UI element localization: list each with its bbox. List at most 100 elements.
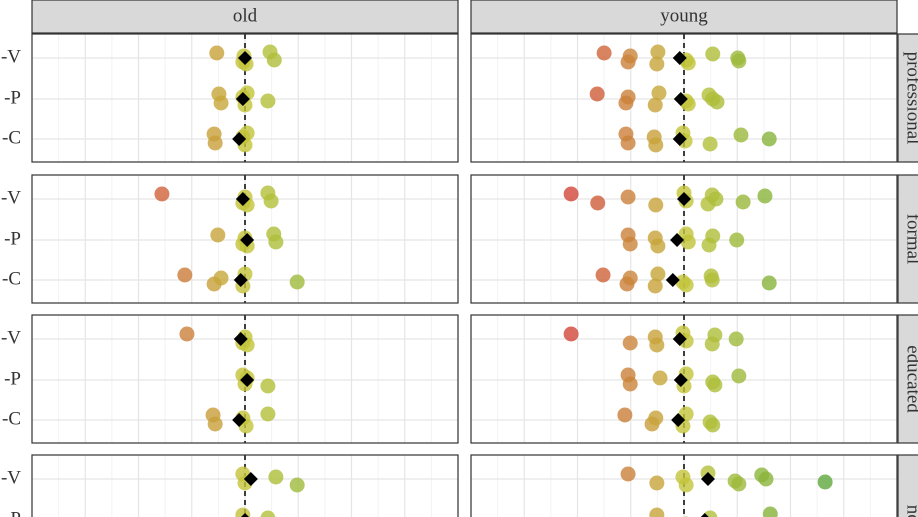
y-tick-label: -V bbox=[1, 46, 21, 67]
point bbox=[648, 410, 664, 426]
point bbox=[817, 474, 833, 490]
mean-marker bbox=[243, 472, 258, 486]
mean-marker bbox=[241, 513, 249, 517]
point bbox=[649, 475, 665, 491]
y-tick-label: -P bbox=[4, 508, 21, 517]
panel-border bbox=[31, 33, 459, 163]
mean-marker bbox=[665, 273, 680, 287]
point bbox=[620, 189, 636, 205]
point bbox=[678, 477, 694, 493]
point bbox=[733, 127, 749, 143]
y-tick-label: -C bbox=[2, 268, 21, 289]
point bbox=[678, 277, 694, 293]
point bbox=[705, 228, 721, 244]
point bbox=[647, 97, 663, 113]
point bbox=[210, 227, 226, 243]
point bbox=[650, 238, 666, 254]
point bbox=[702, 136, 718, 152]
point bbox=[708, 191, 724, 207]
y-tick-label: -V bbox=[1, 467, 21, 488]
point bbox=[622, 236, 638, 252]
mean-marker bbox=[672, 132, 687, 146]
point bbox=[177, 267, 193, 283]
y-tick-label: -P bbox=[4, 368, 21, 389]
point bbox=[622, 48, 638, 64]
point bbox=[260, 406, 276, 422]
mean-marker bbox=[673, 92, 688, 106]
point bbox=[596, 45, 612, 61]
point bbox=[762, 506, 778, 517]
point bbox=[260, 510, 276, 517]
mean-marker bbox=[232, 413, 247, 427]
point bbox=[731, 53, 747, 69]
point bbox=[590, 195, 606, 211]
point bbox=[729, 232, 745, 248]
point bbox=[705, 417, 721, 433]
column-strip bbox=[470, 0, 898, 34]
mean-marker bbox=[670, 233, 685, 247]
mean-marker bbox=[700, 472, 715, 486]
point bbox=[647, 278, 663, 294]
panel-border bbox=[470, 454, 898, 517]
row-label: formal bbox=[903, 214, 918, 265]
panel-border bbox=[470, 314, 898, 444]
point bbox=[758, 471, 774, 487]
point bbox=[620, 466, 636, 482]
point bbox=[268, 469, 284, 485]
point bbox=[289, 477, 305, 493]
point bbox=[622, 270, 638, 286]
point bbox=[620, 89, 636, 105]
point bbox=[680, 234, 696, 250]
point bbox=[266, 52, 282, 68]
panel-border bbox=[31, 314, 459, 444]
mean-marker bbox=[240, 373, 255, 387]
point bbox=[154, 186, 170, 202]
row-strip bbox=[897, 174, 918, 304]
row-strip bbox=[897, 454, 918, 517]
point bbox=[179, 326, 195, 342]
point bbox=[213, 270, 229, 286]
mean-marker bbox=[233, 273, 248, 287]
y-tick-label: -P bbox=[4, 87, 21, 108]
y-tick-label: -C bbox=[2, 127, 21, 148]
mean-marker bbox=[235, 192, 250, 206]
row-strip bbox=[897, 33, 918, 163]
column-strip bbox=[31, 0, 459, 34]
y-tick-label: -V bbox=[1, 327, 21, 348]
column-label: young bbox=[660, 5, 708, 26]
point bbox=[652, 370, 668, 386]
mean-marker bbox=[233, 332, 248, 346]
mean-marker bbox=[232, 132, 247, 146]
point bbox=[622, 335, 638, 351]
row-label: professional bbox=[903, 52, 918, 145]
point bbox=[620, 135, 636, 151]
y-tick-label: -V bbox=[1, 187, 21, 208]
point bbox=[263, 193, 279, 209]
y-tick-label: -P bbox=[4, 228, 21, 249]
point bbox=[563, 326, 579, 342]
panel-border bbox=[31, 174, 459, 304]
mean-marker bbox=[673, 373, 688, 387]
mean-marker bbox=[240, 233, 255, 247]
mean-marker bbox=[700, 513, 709, 517]
mean-marker bbox=[235, 92, 250, 106]
mean-marker bbox=[677, 192, 691, 206]
point bbox=[617, 407, 633, 423]
point bbox=[705, 46, 721, 62]
y-tick-label: -C bbox=[2, 408, 21, 429]
point bbox=[649, 56, 665, 72]
point bbox=[707, 327, 723, 343]
panel-border bbox=[470, 174, 898, 304]
point bbox=[709, 94, 725, 110]
point bbox=[704, 272, 720, 288]
panel-border bbox=[470, 33, 898, 163]
point bbox=[735, 194, 751, 210]
point bbox=[260, 93, 276, 109]
point bbox=[213, 95, 229, 111]
point bbox=[260, 378, 276, 394]
panel-border bbox=[31, 454, 459, 517]
mean-marker bbox=[238, 51, 252, 65]
column-label: old bbox=[233, 5, 258, 26]
mean-marker bbox=[672, 51, 687, 65]
point bbox=[563, 186, 579, 202]
